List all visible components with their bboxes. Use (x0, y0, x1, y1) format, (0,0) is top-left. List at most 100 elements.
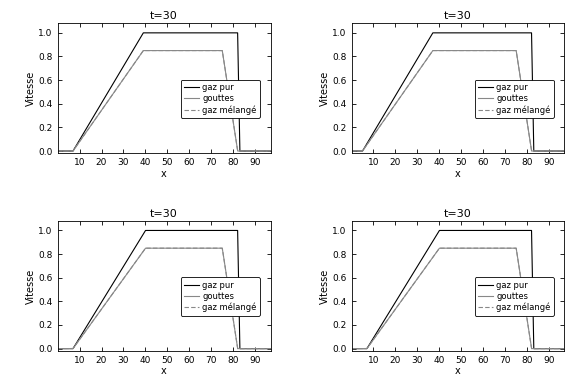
gaz mélangé (373, 129, 380, 133)
gaz pur (563, 149, 570, 153)
gaz mélangé (274, 149, 281, 153)
X-axis label: x: x (455, 366, 461, 376)
gaz pur (563, 346, 570, 351)
Line: gaz pur: gaz pur (58, 230, 277, 349)
gaz mélangé (563, 149, 570, 153)
gaz mélangé (386, 315, 393, 319)
gaz pur (348, 346, 355, 351)
gouttes (270, 149, 276, 153)
gouttes (142, 246, 149, 250)
gaz mélangé (433, 48, 439, 53)
gaz mélangé (348, 346, 355, 351)
gaz pur (373, 125, 380, 130)
Line: gouttes: gouttes (58, 51, 277, 151)
gaz mélangé (442, 246, 449, 250)
gouttes (567, 149, 574, 153)
gaz pur (540, 346, 547, 351)
gouttes (246, 346, 253, 351)
Line: gaz pur: gaz pur (351, 230, 571, 349)
Legend: gaz pur, gouttes, gaz mélangé: gaz pur, gouttes, gaz mélangé (475, 277, 554, 316)
gaz pur (270, 149, 276, 153)
gaz pur (54, 149, 61, 153)
gouttes (79, 135, 86, 140)
gaz mélangé (567, 149, 574, 153)
gouttes (432, 251, 439, 255)
Y-axis label: Vitesse: Vitesse (320, 268, 329, 304)
gaz mélangé (79, 333, 86, 338)
gouttes (79, 333, 86, 338)
gaz pur (142, 228, 149, 233)
gouttes (563, 346, 570, 351)
gaz mélangé (79, 135, 86, 140)
gaz mélangé (563, 346, 570, 351)
gaz pur (386, 309, 393, 314)
gaz mélangé (274, 346, 281, 351)
gouttes (386, 315, 393, 319)
Line: gouttes: gouttes (58, 248, 277, 349)
gaz mélangé (246, 149, 253, 153)
gaz mélangé (142, 246, 149, 250)
gaz mélangé (432, 251, 439, 255)
gouttes (348, 149, 355, 153)
gouttes (386, 110, 393, 115)
gaz pur (148, 228, 155, 233)
Title: t=30: t=30 (150, 11, 178, 21)
gouttes (373, 333, 380, 338)
Title: t=30: t=30 (150, 209, 178, 219)
gaz mélangé (270, 149, 276, 153)
Y-axis label: Vitesse: Vitesse (320, 71, 329, 106)
gaz pur (138, 33, 145, 37)
Line: gaz mélangé: gaz mélangé (351, 248, 571, 349)
gouttes (92, 116, 99, 121)
gaz pur (436, 228, 443, 233)
gaz pur (270, 346, 276, 351)
gouttes (270, 346, 276, 351)
gaz mélangé (54, 346, 61, 351)
gaz pur (148, 30, 155, 35)
gaz pur (442, 228, 449, 233)
Y-axis label: Vitesse: Vitesse (25, 71, 36, 106)
gouttes (54, 346, 61, 351)
gaz mélangé (348, 149, 355, 153)
gaz mélangé (140, 48, 147, 53)
gaz mélangé (138, 50, 145, 55)
gaz mélangé (436, 246, 443, 250)
gouttes (429, 48, 436, 53)
gaz mélangé (54, 149, 61, 153)
Title: t=30: t=30 (444, 11, 472, 21)
gaz pur (79, 133, 86, 137)
gaz mélangé (138, 251, 145, 255)
gouttes (54, 149, 61, 153)
gaz mélangé (567, 346, 574, 351)
gaz mélangé (373, 333, 380, 338)
Line: gaz pur: gaz pur (58, 33, 277, 151)
Legend: gaz pur, gouttes, gaz mélangé: gaz pur, gouttes, gaz mélangé (181, 80, 260, 118)
gaz pur (386, 103, 393, 108)
gouttes (348, 346, 355, 351)
gouttes (246, 149, 253, 153)
gouttes (138, 50, 145, 55)
gaz pur (348, 149, 355, 153)
gaz mélangé (540, 149, 547, 153)
gaz pur (246, 346, 253, 351)
gaz pur (433, 30, 439, 35)
gaz pur (138, 234, 145, 239)
gaz pur (373, 331, 380, 335)
Line: gaz mélangé: gaz mélangé (58, 51, 277, 151)
Legend: gaz pur, gouttes, gaz mélangé: gaz pur, gouttes, gaz mélangé (475, 80, 554, 118)
gouttes (540, 149, 547, 153)
gaz pur (540, 149, 547, 153)
X-axis label: x: x (455, 168, 461, 179)
gaz mélangé (92, 116, 99, 121)
gaz pur (54, 346, 61, 351)
gaz pur (429, 30, 436, 35)
gouttes (274, 346, 281, 351)
gaz mélangé (92, 315, 99, 319)
gaz pur (567, 149, 574, 153)
gaz pur (92, 110, 99, 115)
Line: gaz mélangé: gaz mélangé (351, 51, 571, 151)
gaz mélangé (429, 48, 436, 53)
gaz mélangé (246, 346, 253, 351)
gouttes (274, 149, 281, 153)
Title: t=30: t=30 (444, 209, 472, 219)
